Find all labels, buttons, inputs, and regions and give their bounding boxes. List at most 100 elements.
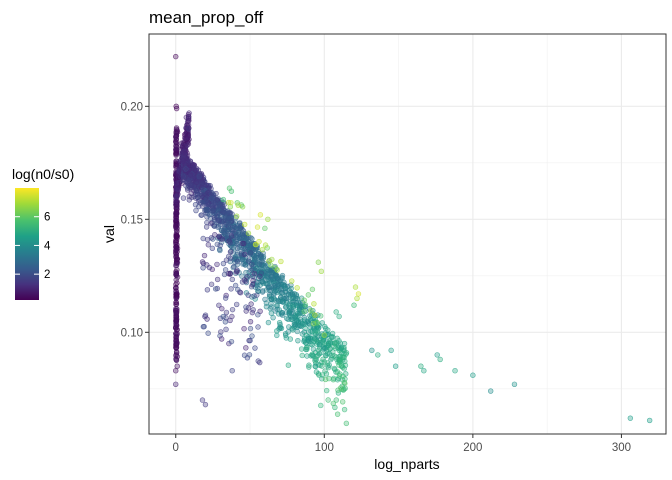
data-point [239,279,246,285]
data-point [274,332,280,339]
data-point [185,125,191,132]
data-point [255,324,261,330]
data-point [173,262,180,268]
data-point [188,182,195,188]
data-point [294,285,300,291]
data-point [200,265,206,271]
data-point [324,350,331,357]
data-point [418,363,424,369]
data-point [320,356,326,362]
data-point [214,276,221,283]
data-point [173,351,179,358]
data-point [191,162,197,168]
data-point [324,360,331,366]
data-point [312,357,318,364]
data-point [217,246,223,253]
data-point [259,246,266,253]
data-point [264,272,271,278]
data-point [229,313,235,320]
data-point [220,209,227,215]
x-tick-label: 300 [612,442,631,454]
data-point [247,318,254,325]
data-point [251,293,257,299]
data-point [205,242,212,248]
data-point [294,328,300,335]
data-point [305,318,311,324]
data-point [173,356,179,363]
data-point [212,286,219,292]
data-point [434,352,440,358]
data-point [196,173,202,180]
data-point [204,287,211,293]
legend-tick-label: 2 [44,269,50,281]
data-point [627,415,634,421]
data-point [228,233,235,239]
data-point [223,257,230,263]
data-point [294,302,300,309]
data-point [208,185,214,192]
data-point [209,245,216,252]
data-point [173,368,179,374]
data-point [193,179,200,186]
data-point [173,136,180,142]
data-point [210,207,216,214]
data-point [174,280,180,286]
data-point [375,352,381,358]
data-point [313,369,320,375]
data-point [239,231,245,238]
data-point [174,203,180,210]
data-point [173,227,180,233]
data-point [241,240,247,247]
y-tick-label: 0.20 [121,101,143,113]
data-point [437,356,443,363]
data-point [173,301,179,307]
data-point [321,359,328,365]
data-point [306,362,312,368]
data-point [266,258,272,264]
data-point [315,362,322,368]
data-point [267,279,273,285]
data-point [187,172,194,178]
data-point [189,194,195,201]
data-point [343,420,350,427]
data-point [278,297,284,303]
data-point [233,269,240,275]
data-point [249,273,256,280]
data-point [233,301,240,308]
data-point [173,293,180,299]
data-point [210,198,217,204]
data-point [355,291,362,297]
data-point [255,285,261,291]
data-point [326,340,332,347]
data-point [274,267,280,273]
data-point [205,207,211,213]
data-point [208,281,215,287]
data-point [222,215,229,221]
data-point [245,243,252,250]
data-point [173,105,180,112]
data-point [302,302,309,308]
data-point [220,313,226,320]
data-point [209,191,215,197]
data-point [511,381,518,387]
data-point [193,195,199,201]
color-legend: log(n0/s0) 2 4 6 [12,166,74,300]
y-tick-label: 0.10 [121,327,143,339]
data-point [173,246,179,253]
data-point [388,347,394,354]
data-point [225,226,232,233]
data-point [321,332,327,338]
data-point [277,321,283,328]
data-point [308,308,314,314]
data-point [322,368,328,374]
data-point [294,318,300,324]
data-point [173,193,180,199]
data-point [173,381,179,387]
data-point [233,213,240,219]
data-point [260,288,266,294]
data-point [239,256,245,263]
data-point [234,258,241,265]
data-point [299,352,305,359]
data-point [173,53,179,60]
